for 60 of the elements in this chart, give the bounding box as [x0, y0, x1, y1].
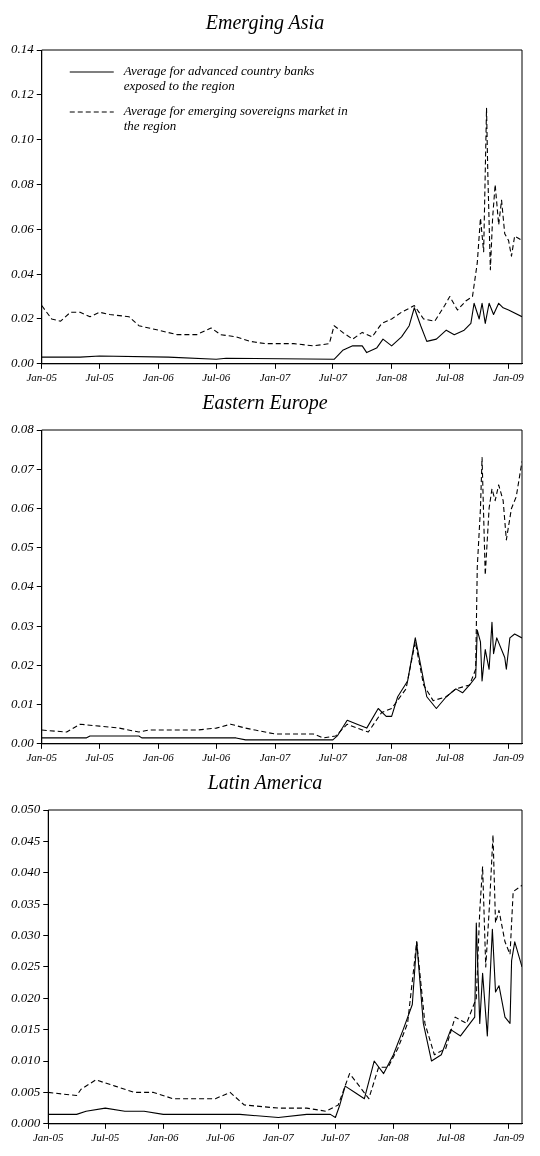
- x-tick-label: Jan-05: [26, 371, 58, 384]
- y-tick-label: 0.035: [11, 895, 41, 911]
- y-tick-label: 0.12: [11, 86, 35, 102]
- y-tick-label: 0.10: [11, 131, 35, 147]
- chart-title: Latin America: [206, 771, 323, 794]
- x-tick-label: Jan-06: [143, 371, 175, 384]
- x-tick-label: Jan-06: [148, 1131, 180, 1144]
- x-tick-label: Jul-07: [318, 371, 348, 384]
- x-tick-label: Jul-06: [202, 751, 231, 764]
- x-tick-label: Jan-07: [263, 1131, 295, 1144]
- x-tick-label: Jul-08: [435, 371, 465, 384]
- y-tick-label: 0.04: [11, 578, 35, 594]
- y-tick-label: 0.04: [11, 265, 35, 281]
- x-tick-label: Jul-05: [85, 751, 115, 764]
- x-tick-label: Jul-08: [435, 751, 465, 764]
- y-tick-label: 0.07: [11, 460, 35, 476]
- x-tick-label: Jan-05: [32, 1131, 65, 1144]
- x-tick-label: Jul-06: [202, 371, 231, 384]
- y-tick-label: 0.000: [11, 1115, 41, 1131]
- x-tick-label: Jan-09: [493, 1131, 525, 1144]
- y-tick-label: 0.010: [11, 1052, 41, 1068]
- legend-label: Average for emerging sovereigns market in the region: [122, 103, 348, 134]
- y-tick-label: 0.02: [11, 656, 35, 672]
- y-tick-label: 0.045: [11, 832, 41, 848]
- y-tick-label: 0.01: [11, 696, 34, 711]
- y-tick-label: 0.03: [11, 617, 35, 633]
- y-tick-label: 0.08: [11, 175, 35, 191]
- x-tick-label: Jan-05: [26, 751, 58, 764]
- y-tick-label: 0.02: [11, 310, 35, 326]
- x-tick-label: Jul-08: [436, 1131, 466, 1144]
- y-tick-label: 0.14: [11, 41, 35, 57]
- y-tick-label: 0.06: [11, 499, 35, 515]
- y-tick-label: 0.040: [11, 864, 41, 880]
- x-tick-label: Jul-07: [318, 751, 348, 764]
- y-tick-label: 0.00: [11, 735, 35, 751]
- y-tick-label: 0.020: [11, 989, 41, 1005]
- x-tick-label: Jan-08: [378, 1131, 410, 1144]
- y-tick-label: 0.050: [11, 801, 41, 817]
- y-tick-label: 0.025: [11, 958, 41, 974]
- x-tick-label: Jul-05: [91, 1131, 120, 1144]
- x-tick-label: Jul-07: [321, 1131, 350, 1144]
- y-tick-label: 0.06: [11, 220, 35, 236]
- y-tick-label: 0.030: [11, 926, 41, 942]
- x-tick-label: Jan-08: [376, 751, 408, 764]
- y-tick-label: 0.005: [11, 1083, 41, 1099]
- y-tick-label: 0.08: [11, 421, 35, 437]
- x-tick-label: Jan-09: [493, 751, 525, 764]
- x-tick-label: Jul-05: [85, 371, 115, 384]
- legend-label: Average for advanced country banks exposed to the region: [122, 63, 315, 94]
- x-tick-label: Jan-09: [493, 371, 525, 384]
- y-tick-label: 0.05: [11, 539, 35, 555]
- x-tick-label: Jan-07: [259, 751, 291, 764]
- chart-title: Eastern Europe: [201, 391, 328, 415]
- x-tick-label: Jul-06: [206, 1131, 235, 1144]
- x-tick-label: Jan-06: [143, 751, 175, 764]
- x-tick-label: Jan-07: [259, 371, 291, 384]
- y-tick-label: 0.015: [11, 1021, 41, 1037]
- y-tick-label: 0.00: [11, 355, 35, 371]
- chart-title: Emerging Asia: [204, 11, 325, 35]
- x-tick-label: Jan-08: [376, 371, 408, 384]
